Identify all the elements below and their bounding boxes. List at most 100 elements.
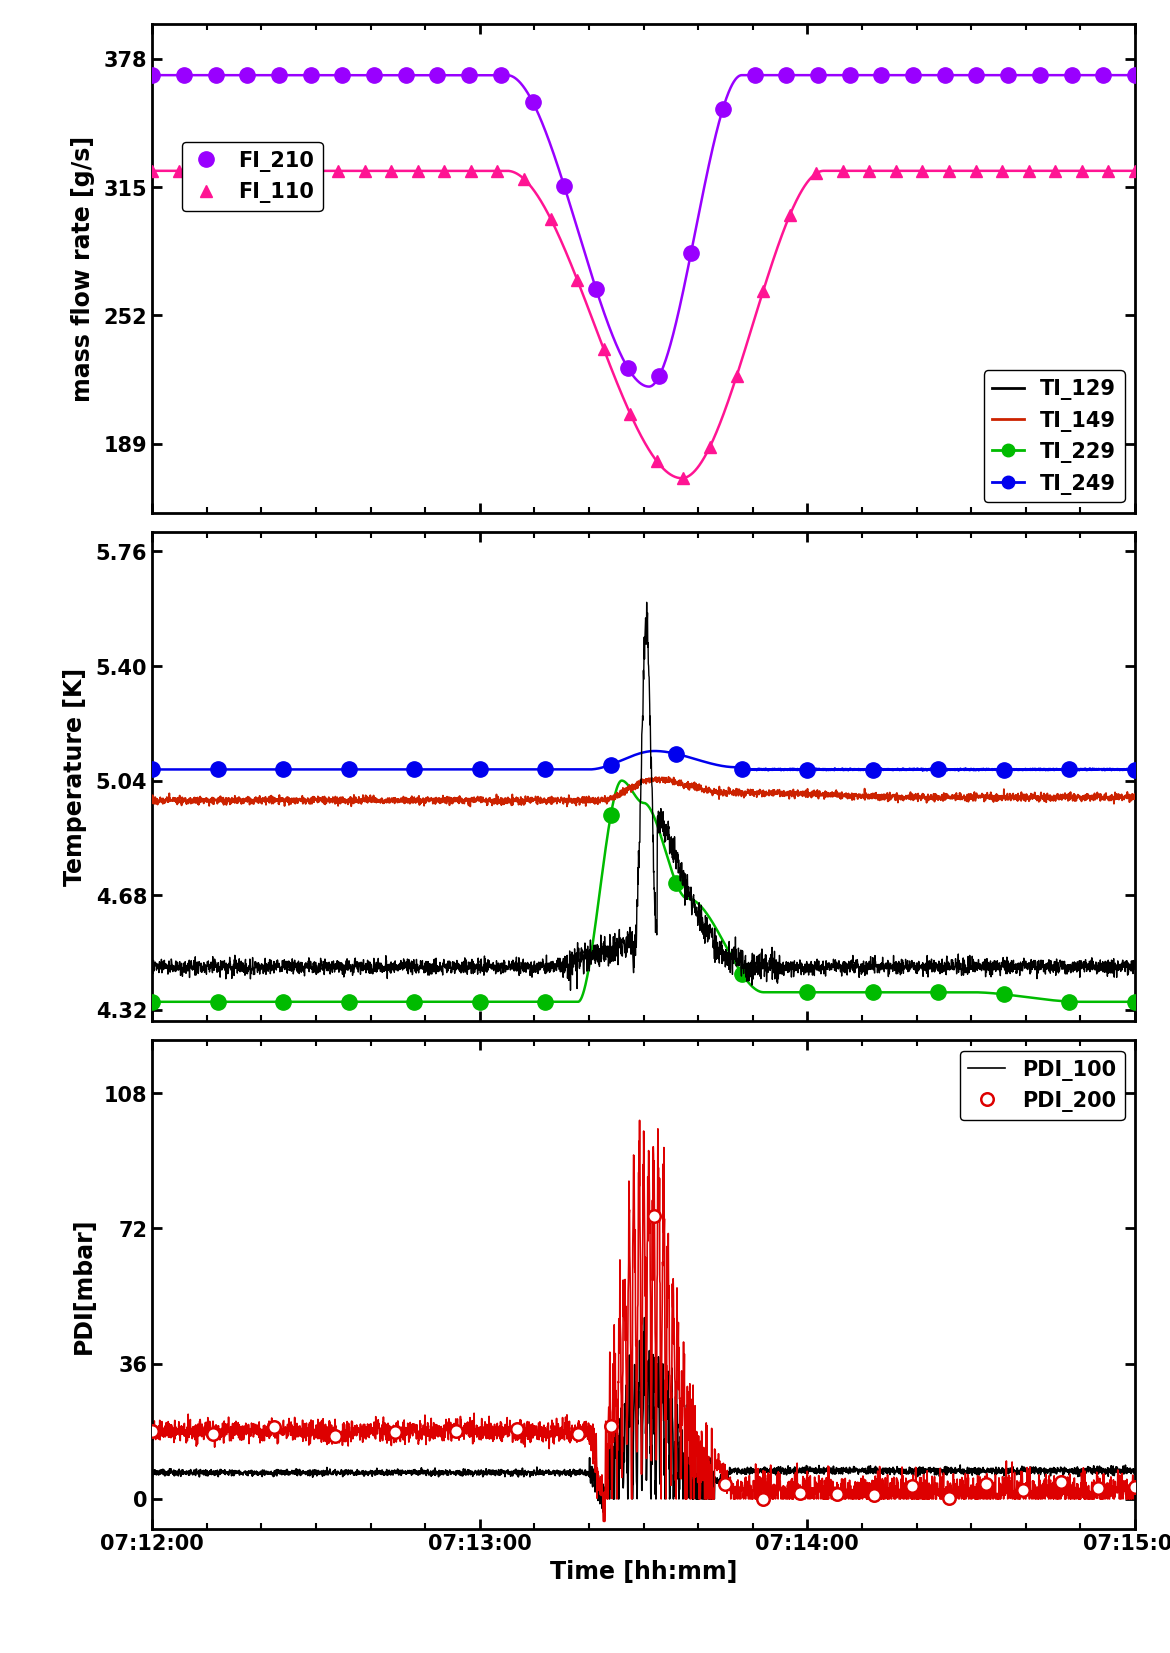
FI_110 (331, 162, 345, 182)
Legend: TI_129, TI_149, TI_229, TI_249: TI_129, TI_149, TI_229, TI_249 (984, 370, 1124, 503)
PDI_200 (1053, 1473, 1067, 1493)
PDI_200 (718, 1474, 732, 1494)
FI_210 (1096, 66, 1110, 86)
PDI_200 (388, 1422, 402, 1441)
FI_110 (862, 162, 876, 182)
PDI_100 (739, 1461, 753, 1481)
PDI_100 (145, 1461, 159, 1481)
PDI_100 (1128, 1461, 1142, 1481)
PDI_100 (638, 1308, 652, 1327)
PDI_200 (942, 1488, 956, 1508)
FI_110 (411, 162, 425, 182)
FI_210 (1065, 66, 1079, 86)
FI_210 (748, 66, 762, 86)
PDI_200 (510, 1418, 524, 1438)
FI_110 (756, 281, 770, 301)
FI_210 (303, 66, 317, 86)
FI_210 (494, 66, 508, 86)
FI_110 (384, 162, 398, 182)
FI_210 (653, 367, 667, 387)
FI_210 (367, 66, 381, 86)
PDI_200 (604, 1417, 618, 1436)
FI_210 (145, 66, 159, 86)
FI_110 (252, 162, 266, 182)
PDI_200 (979, 1474, 993, 1494)
FI_210 (589, 279, 603, 299)
FI_210 (620, 359, 634, 379)
FI_110 (915, 162, 929, 182)
FI_110 (969, 162, 983, 182)
PDI_200 (647, 1207, 661, 1227)
FI_110 (810, 164, 824, 183)
FI_110 (463, 162, 477, 182)
PDI_100 (356, 1463, 370, 1483)
FI_110 (597, 339, 611, 359)
FI_210 (1128, 66, 1142, 86)
FI_210 (937, 66, 951, 86)
PDI_100 (1035, 1461, 1049, 1481)
PDI_200 (830, 1484, 844, 1504)
Line: PDI_100: PDI_100 (152, 1317, 1135, 1512)
X-axis label: Time [hh:mm]: Time [hh:mm] (550, 1559, 737, 1584)
FI_210 (525, 93, 539, 112)
FI_110 (1021, 162, 1035, 182)
FI_110 (358, 162, 372, 182)
Line: FI_210: FI_210 (144, 68, 1143, 383)
Y-axis label: PDI[mbar]: PDI[mbar] (71, 1217, 96, 1354)
PDI_200 (449, 1422, 463, 1441)
PDI_200 (1128, 1476, 1142, 1496)
FI_110 (1128, 162, 1142, 182)
FI_210 (557, 177, 571, 197)
FI_210 (240, 66, 254, 86)
FI_110 (835, 162, 849, 182)
FI_210 (336, 66, 350, 86)
FI_110 (703, 436, 717, 456)
FI_210 (1002, 66, 1016, 86)
PDI_100 (420, 1461, 434, 1481)
PDI_100 (596, 1503, 610, 1522)
FI_210 (177, 66, 191, 86)
PDI_100 (1128, 1461, 1142, 1481)
FI_210 (970, 66, 984, 86)
Line: FI_110: FI_110 (146, 165, 1141, 484)
Line: PDI_200: PDI_200 (146, 1210, 1141, 1506)
FI_210 (1033, 66, 1047, 86)
FI_110 (278, 162, 292, 182)
FI_110 (624, 405, 638, 425)
FI_110 (198, 162, 212, 182)
FI_110 (490, 162, 504, 182)
PDI_200 (1017, 1479, 1031, 1499)
FI_210 (906, 66, 920, 86)
Legend: PDI_100, PDI_200: PDI_100, PDI_200 (959, 1051, 1124, 1121)
FI_210 (431, 66, 445, 86)
FI_210 (399, 66, 413, 86)
PDI_200 (328, 1427, 342, 1446)
FI_110 (994, 162, 1009, 182)
PDI_200 (904, 1476, 918, 1496)
PDI_200 (145, 1422, 159, 1441)
FI_110 (570, 269, 584, 289)
FI_210 (874, 66, 888, 86)
FI_210 (842, 66, 856, 86)
FI_210 (462, 66, 476, 86)
FI_110 (1075, 162, 1089, 182)
FI_110 (517, 170, 531, 190)
FI_210 (271, 66, 285, 86)
PDI_200 (1090, 1478, 1104, 1498)
PDI_200 (571, 1425, 585, 1445)
FI_110 (783, 207, 797, 226)
FI_110 (145, 162, 159, 182)
FI_210 (684, 243, 698, 263)
Y-axis label: Temperature [K]: Temperature [K] (63, 668, 88, 886)
FI_210 (208, 66, 222, 86)
FI_110 (438, 162, 452, 182)
FI_110 (225, 162, 239, 182)
FI_110 (942, 162, 956, 182)
PDI_200 (793, 1483, 807, 1503)
PDI_200 (756, 1489, 770, 1509)
FI_110 (889, 162, 903, 182)
FI_110 (676, 468, 690, 488)
PDI_200 (206, 1425, 220, 1445)
PDI_200 (867, 1484, 881, 1504)
PDI_200 (267, 1417, 281, 1436)
